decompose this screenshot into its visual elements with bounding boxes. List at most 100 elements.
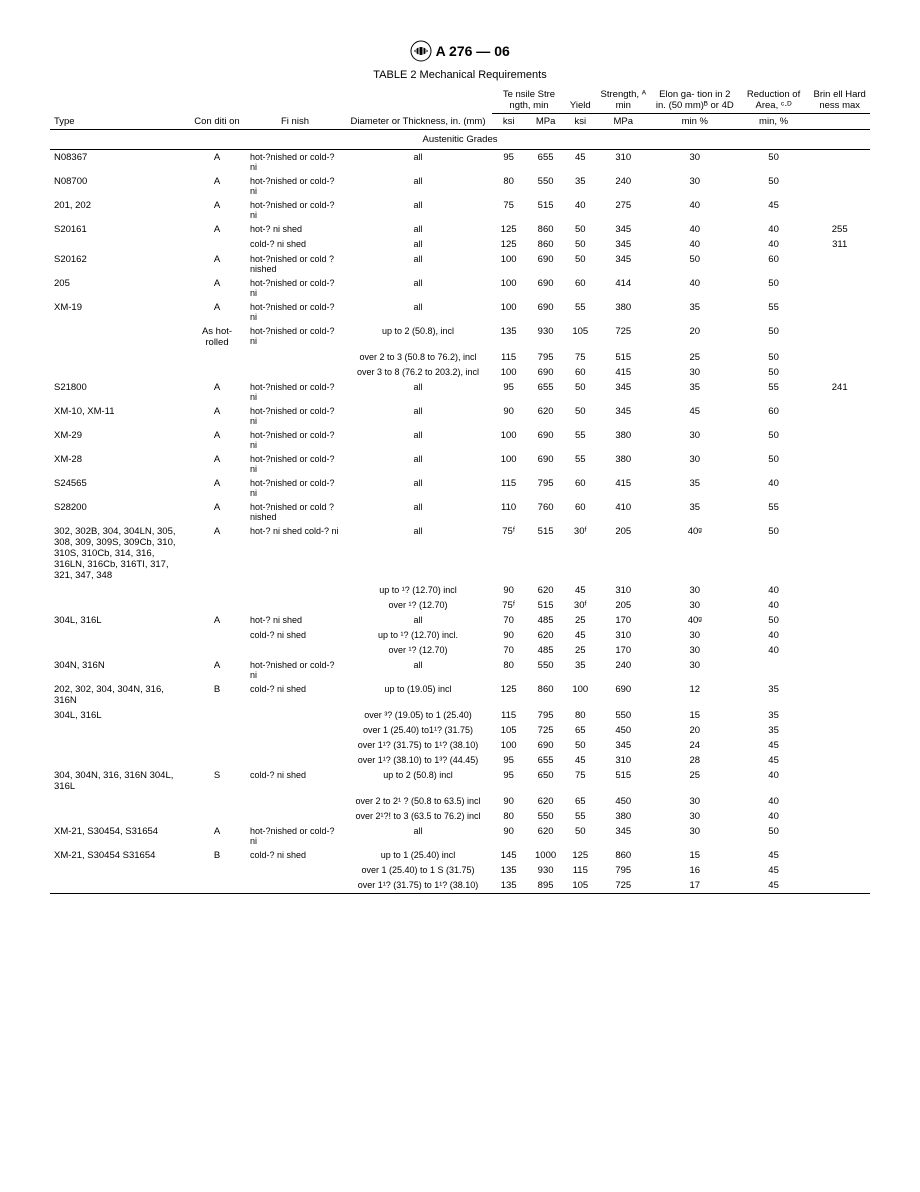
cell-type: 201, 202 (50, 198, 188, 222)
cell-type: 304, 304N, 316, 316N 304L, 316L (50, 768, 188, 794)
cell-cond: A (188, 198, 246, 222)
cell-cond: A (188, 276, 246, 300)
cell-yksi: 65 (566, 794, 595, 809)
cell-diam: over 1¹? (31.75) to 1¹? (38.10) (344, 878, 492, 894)
cell-bh: 255 (809, 222, 870, 237)
cell-tksi: 80 (492, 658, 525, 682)
cell-diam: all (344, 300, 492, 324)
cell-cond: B (188, 682, 246, 708)
cell-fin: hot-?nished or cold-? ni (246, 174, 344, 198)
cell-tmpa: 515 (525, 524, 566, 583)
cell-el: 15 (652, 848, 738, 863)
cell-cond (188, 794, 246, 809)
col-yield: Yield (566, 87, 595, 114)
cell-bh (809, 524, 870, 583)
cell-tmpa: 620 (525, 824, 566, 848)
cell-ra (738, 658, 810, 682)
cell-type (50, 794, 188, 809)
cell-type: S28200 (50, 500, 188, 524)
cell-ra: 45 (738, 848, 810, 863)
cell-ympa: 170 (595, 643, 652, 658)
cell-tksi: 75ᶠ (492, 598, 525, 613)
cell-tmpa: 690 (525, 365, 566, 380)
cell-el: 30 (652, 643, 738, 658)
cell-el: 30 (652, 365, 738, 380)
cell-type: 302, 302B, 304, 304LN, 305, 308, 309, 30… (50, 524, 188, 583)
cell-type (50, 809, 188, 824)
cell-fin: hot-?nished or cold-? ni (246, 324, 344, 350)
cell-ra: 40 (738, 809, 810, 824)
sub-mpa1: MPa (525, 114, 566, 130)
table-row: 302, 302B, 304, 304LN, 305, 308, 309, 30… (50, 524, 870, 583)
cell-tksi: 70 (492, 613, 525, 628)
cell-diam: all (344, 824, 492, 848)
cell-tksi: 100 (492, 428, 525, 452)
cell-ympa: 515 (595, 768, 652, 794)
cell-tmpa: 515 (525, 198, 566, 222)
cell-bh (809, 276, 870, 300)
cell-tmpa: 690 (525, 738, 566, 753)
cell-tmpa: 655 (525, 150, 566, 175)
cell-fin: hot-?nished or cold ?nished (246, 500, 344, 524)
cell-yksi: 50 (566, 380, 595, 404)
cell-diam: all (344, 428, 492, 452)
cell-fin: cold-? ni shed (246, 628, 344, 643)
cell-ra: 40 (738, 222, 810, 237)
cell-ra: 50 (738, 824, 810, 848)
cell-tmpa: 895 (525, 878, 566, 894)
cell-fin: hot-?nished or cold-? ni (246, 198, 344, 222)
cell-tmpa: 690 (525, 452, 566, 476)
cell-cond: A (188, 428, 246, 452)
cell-bh (809, 658, 870, 682)
cell-yksi: 40 (566, 198, 595, 222)
table-row: XM-28Ahot-?nished or cold-? niall1006905… (50, 452, 870, 476)
cell-diam: up to 1 (25.40) incl (344, 848, 492, 863)
cell-tmpa: 485 (525, 643, 566, 658)
cell-cond: A (188, 613, 246, 628)
cell-ympa: 450 (595, 723, 652, 738)
cell-fin (246, 809, 344, 824)
cell-fin: hot-?nished or cold-? ni (246, 476, 344, 500)
table-row: 205Ahot-?nished or cold-? niall100690604… (50, 276, 870, 300)
cell-el: 28 (652, 753, 738, 768)
cell-el: 30 (652, 452, 738, 476)
cell-fin (246, 863, 344, 878)
cell-cond: S (188, 768, 246, 794)
cell-yksi: 50 (566, 222, 595, 237)
cell-cond: A (188, 174, 246, 198)
cell-diam: over 1¹? (31.75) to 1¹? (38.10) (344, 738, 492, 753)
cell-tmpa: 930 (525, 324, 566, 350)
cell-ympa: 345 (595, 222, 652, 237)
cell-fin: hot-?nished or cold-? ni (246, 824, 344, 848)
cell-type: XM-29 (50, 428, 188, 452)
cell-el: 20 (652, 324, 738, 350)
cell-tmpa: 860 (525, 222, 566, 237)
table-row: 304L, 316LAhot-? ni shedall704852517040ᵍ… (50, 613, 870, 628)
cell-tmpa: 550 (525, 658, 566, 682)
cell-tksi: 135 (492, 878, 525, 894)
cell-bh (809, 150, 870, 175)
cell-bh (809, 500, 870, 524)
sub-minpct2: min, % (738, 114, 810, 130)
cell-el: 15 (652, 708, 738, 723)
cell-ra: 60 (738, 252, 810, 276)
table-row: N08700Ahot-?nished or cold-? niall805503… (50, 174, 870, 198)
cell-bh (809, 809, 870, 824)
col-finish: Fi nish (246, 87, 344, 130)
cell-yksi: 60 (566, 276, 595, 300)
cell-tksi: 90 (492, 583, 525, 598)
cell-ra: 45 (738, 738, 810, 753)
cell-bh (809, 824, 870, 848)
cell-diam: over 2 to 3 (50.8 to 76.2), incl (344, 350, 492, 365)
cell-type (50, 738, 188, 753)
cell-diam: all (344, 524, 492, 583)
cell-ra: 50 (738, 428, 810, 452)
cell-tksi: 80 (492, 809, 525, 824)
cell-ympa: 345 (595, 824, 652, 848)
cell-cond: A (188, 404, 246, 428)
cell-tmpa: 725 (525, 723, 566, 738)
cell-ympa: 515 (595, 350, 652, 365)
cell-fin (246, 723, 344, 738)
cell-yksi: 25 (566, 613, 595, 628)
table-row: S20162Ahot-?nished or cold ?nishedall100… (50, 252, 870, 276)
